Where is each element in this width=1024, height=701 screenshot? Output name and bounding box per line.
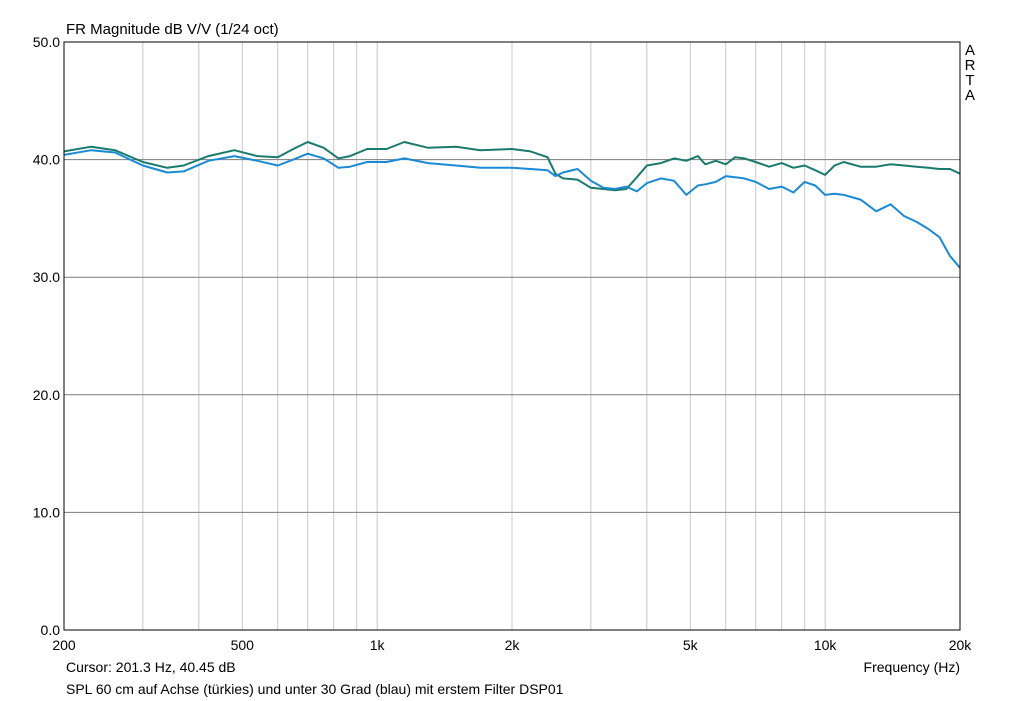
x-tick-label: 1k (370, 637, 386, 653)
y-tick-label: 10.0 (33, 504, 60, 520)
series-line-1 (63, 141, 961, 192)
x-tick-label: 500 (231, 637, 255, 653)
minor-gridlines (142, 42, 826, 630)
y-tick-labels: 0.0 10.0 20.0 30.0 40.0 50.0 (33, 34, 60, 638)
plot-frame (63, 41, 961, 631)
watermark-letter: T (965, 72, 975, 89)
series-layer (63, 141, 961, 269)
x-tick-label: 200 (52, 637, 76, 653)
y-tick-label: 30.0 (33, 269, 60, 285)
y-tick-label: 0.0 (41, 622, 61, 638)
y-tick-label: 40.0 (33, 152, 60, 168)
watermark-letter: A (964, 87, 975, 104)
cursor-readout: Cursor: 201.3 Hz, 40.45 dB (66, 659, 236, 675)
arta-watermark: A R T A (963, 43, 977, 103)
watermark-letter: A (964, 42, 975, 59)
x-tick-labels: 200 500 1k 2k 5k 10k 20k (52, 637, 972, 653)
x-tick-label: 10k (814, 637, 838, 653)
x-tick-label: 2k (505, 637, 521, 653)
y-tick-label: 50.0 (33, 34, 60, 50)
series-line-2 (63, 149, 961, 269)
watermark-letter: R (964, 57, 976, 74)
x-tick-label: 5k (683, 637, 699, 653)
x-axis-label: Frequency (Hz) (863, 659, 960, 675)
chart-title: FR Magnitude dB V/V (1/24 oct) (66, 21, 279, 38)
x-tick-label: 20k (949, 637, 973, 653)
chart-caption: SPL 60 cm auf Achse (türkies) und unter … (66, 681, 564, 697)
y-tick-label: 20.0 (33, 387, 60, 403)
